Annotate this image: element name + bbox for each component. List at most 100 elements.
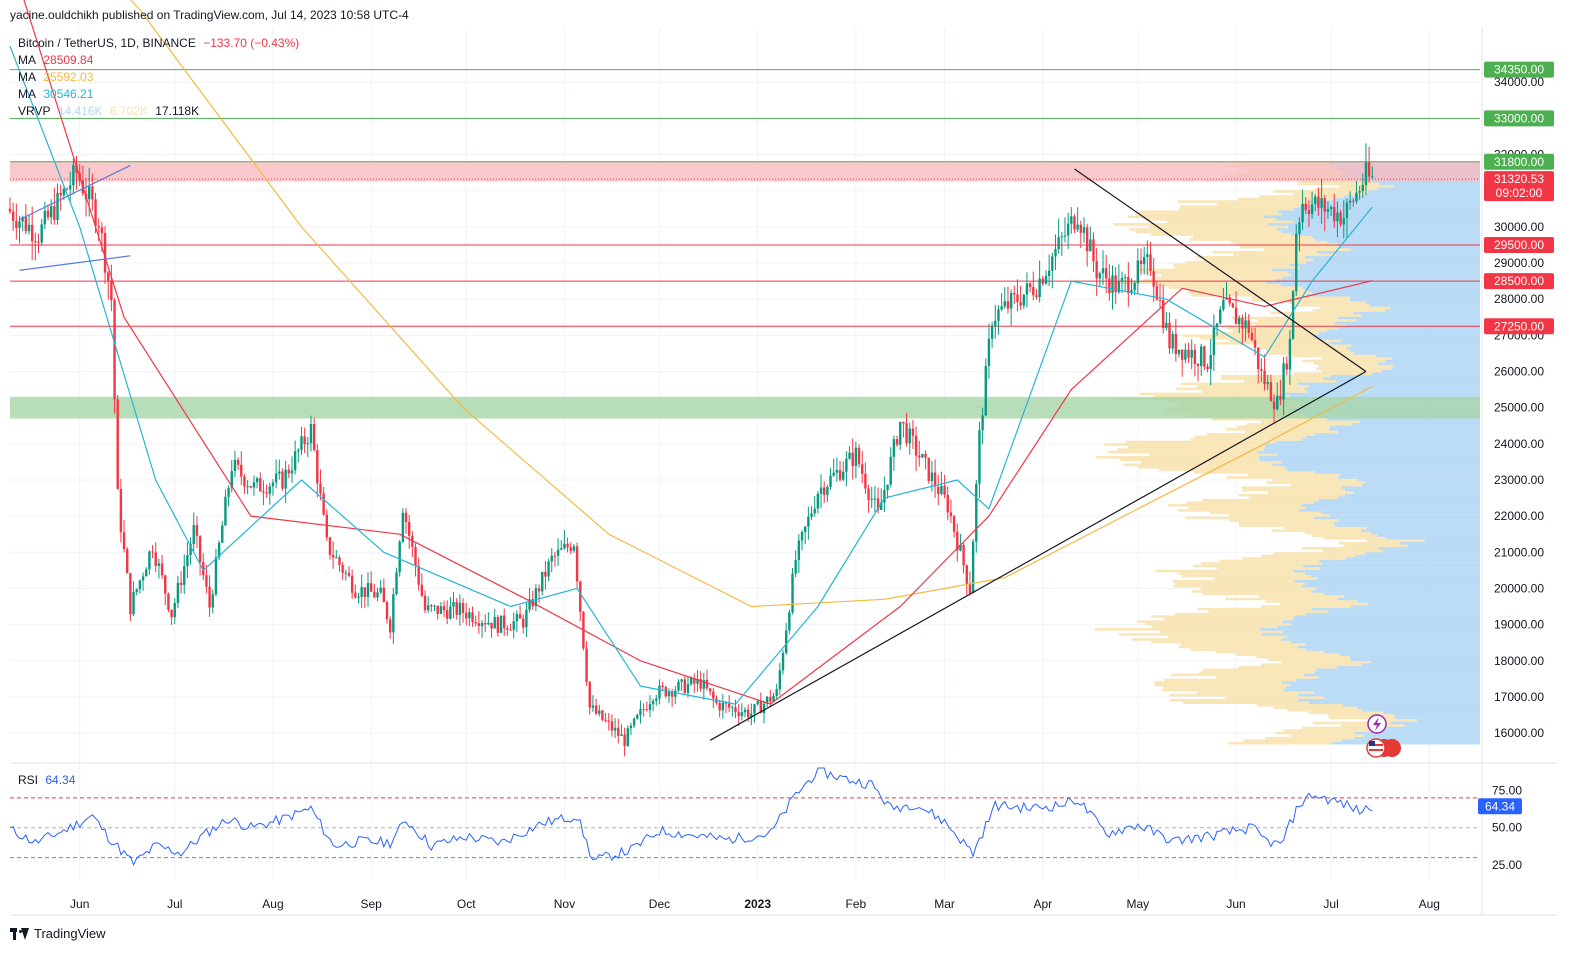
candle-body — [997, 309, 1000, 321]
vp-bar-up — [1349, 349, 1480, 353]
vp-bar-up — [1321, 562, 1480, 565]
candle-body — [1082, 227, 1086, 233]
vp-bar-down — [1329, 716, 1396, 720]
vp-bar-up — [1364, 734, 1480, 737]
candle-body — [1329, 207, 1333, 210]
vp-bar-up — [1284, 466, 1480, 469]
vp-bar-up — [1290, 273, 1480, 277]
vp-bar-up — [1333, 197, 1480, 201]
candle-body — [1288, 338, 1292, 370]
candle-body — [696, 679, 699, 684]
candle-body — [604, 719, 607, 721]
candle-body — [743, 709, 747, 713]
vp-bar-down — [1203, 668, 1316, 672]
vp-bar-down — [1152, 625, 1278, 629]
candle-body — [1212, 327, 1216, 356]
ma1-row[interactable]: MA 28509.84 — [18, 52, 303, 69]
vp-bar-down — [1267, 352, 1355, 355]
vp-bar-down — [1164, 678, 1296, 682]
candle-body — [775, 689, 778, 696]
candle-body — [24, 217, 28, 232]
candle-body — [1038, 278, 1041, 298]
vp-bar-down — [1321, 369, 1382, 373]
vp-bar-down — [1233, 253, 1336, 257]
vp-bar-up — [1350, 248, 1480, 251]
vrvp-row[interactable]: VRVP 14.416K 6.702K 17.118K — [18, 103, 303, 120]
candle-body — [1051, 256, 1054, 271]
vp-bar-down — [1118, 633, 1262, 636]
candle-body — [503, 615, 506, 629]
vp-bar-down — [1188, 288, 1306, 292]
candle-body — [65, 188, 69, 190]
time-tick-label: Nov — [554, 897, 575, 911]
vp-bar-up — [1281, 681, 1480, 684]
candle-body — [151, 551, 154, 553]
candle-body — [1228, 297, 1231, 304]
vp-bar-down — [1312, 721, 1391, 725]
vp-bar-down — [1311, 534, 1378, 537]
candle-body — [1177, 349, 1181, 354]
vp-bar-up — [1305, 435, 1480, 439]
vp-bar-down — [1292, 354, 1377, 358]
vp-bar-down — [1107, 450, 1257, 454]
candle-body — [937, 486, 940, 494]
time-axis[interactable]: Jun Jul Aug Sep Oct Nov Dec 2023 Feb Mar Apr May Jun… — [70, 897, 1440, 911]
vp-bar-down — [1338, 541, 1400, 545]
vp-bar-up — [1330, 425, 1480, 429]
symbol-name[interactable]: Bitcoin / TetherUS, 1D, BINANCE — [18, 36, 196, 50]
vp-bar-up — [1370, 531, 1480, 535]
candle-body — [179, 582, 183, 585]
vp-bar-up — [1299, 266, 1480, 269]
tradingview-brand[interactable]: TradingView — [10, 926, 106, 941]
candle-body — [1276, 395, 1279, 410]
vp-bar-down — [1292, 304, 1370, 307]
us-flag-icon[interactable] — [1366, 738, 1401, 758]
vp-bar-up — [1390, 306, 1480, 310]
candle-body — [1345, 202, 1349, 219]
time-tick-label: 2023 — [744, 897, 771, 911]
vp-bar-up — [1326, 329, 1480, 332]
vp-bar-up — [1287, 271, 1480, 274]
candle-body — [1114, 275, 1117, 293]
symbol-row[interactable]: Bitcoin / TetherUS, 1D, BINANCE −133.70 … — [18, 35, 303, 52]
time-tick-label: Aug — [262, 897, 283, 911]
candle-body — [72, 164, 75, 186]
vp-bar-up — [1328, 610, 1480, 613]
candle-body — [1098, 273, 1102, 279]
vp-bar-up — [1407, 544, 1480, 548]
rsi-legend[interactable]: RSI 64.34 — [18, 772, 79, 789]
vp-bar-down — [1293, 372, 1372, 375]
vp-bar-up — [1307, 390, 1480, 393]
candle-body — [1257, 347, 1260, 370]
vp-bar-up — [1393, 364, 1480, 368]
vp-bar-up — [1329, 514, 1480, 517]
vp-bar-up — [1371, 372, 1480, 375]
candle-body — [1108, 278, 1111, 294]
vp-bar-down — [1179, 645, 1298, 649]
vp-bar-up — [1359, 420, 1480, 424]
vp-bar-down — [1258, 595, 1345, 598]
candle-body — [569, 547, 572, 551]
vp-bar-down — [1182, 334, 1313, 338]
event-icons[interactable] — [1366, 714, 1401, 758]
lightning-icon[interactable] — [1367, 714, 1387, 734]
vrvp-value-2: 6.702K — [109, 104, 148, 118]
candle-body — [848, 452, 851, 459]
vp-bar-up — [1290, 233, 1480, 236]
time-tick-label: Mar — [934, 897, 955, 911]
rsi-tick-label: 50.00 — [1492, 821, 1522, 835]
level-tag-bg — [1484, 153, 1554, 170]
candle-body — [1323, 198, 1326, 212]
vp-bar-up — [1337, 316, 1480, 320]
vp-bar-down — [1270, 311, 1353, 315]
vp-bar-down — [1119, 458, 1260, 462]
ma3-row[interactable]: MA 30546.21 — [18, 86, 303, 103]
candle-body — [617, 727, 620, 736]
vp-bar-up — [1289, 395, 1480, 398]
vp-bar-up — [1404, 724, 1480, 727]
candle-body — [1085, 227, 1089, 252]
ma2-row[interactable]: MA 25592.03 — [18, 69, 303, 86]
ma1-label: MA — [18, 53, 36, 67]
candle-body — [278, 471, 281, 474]
